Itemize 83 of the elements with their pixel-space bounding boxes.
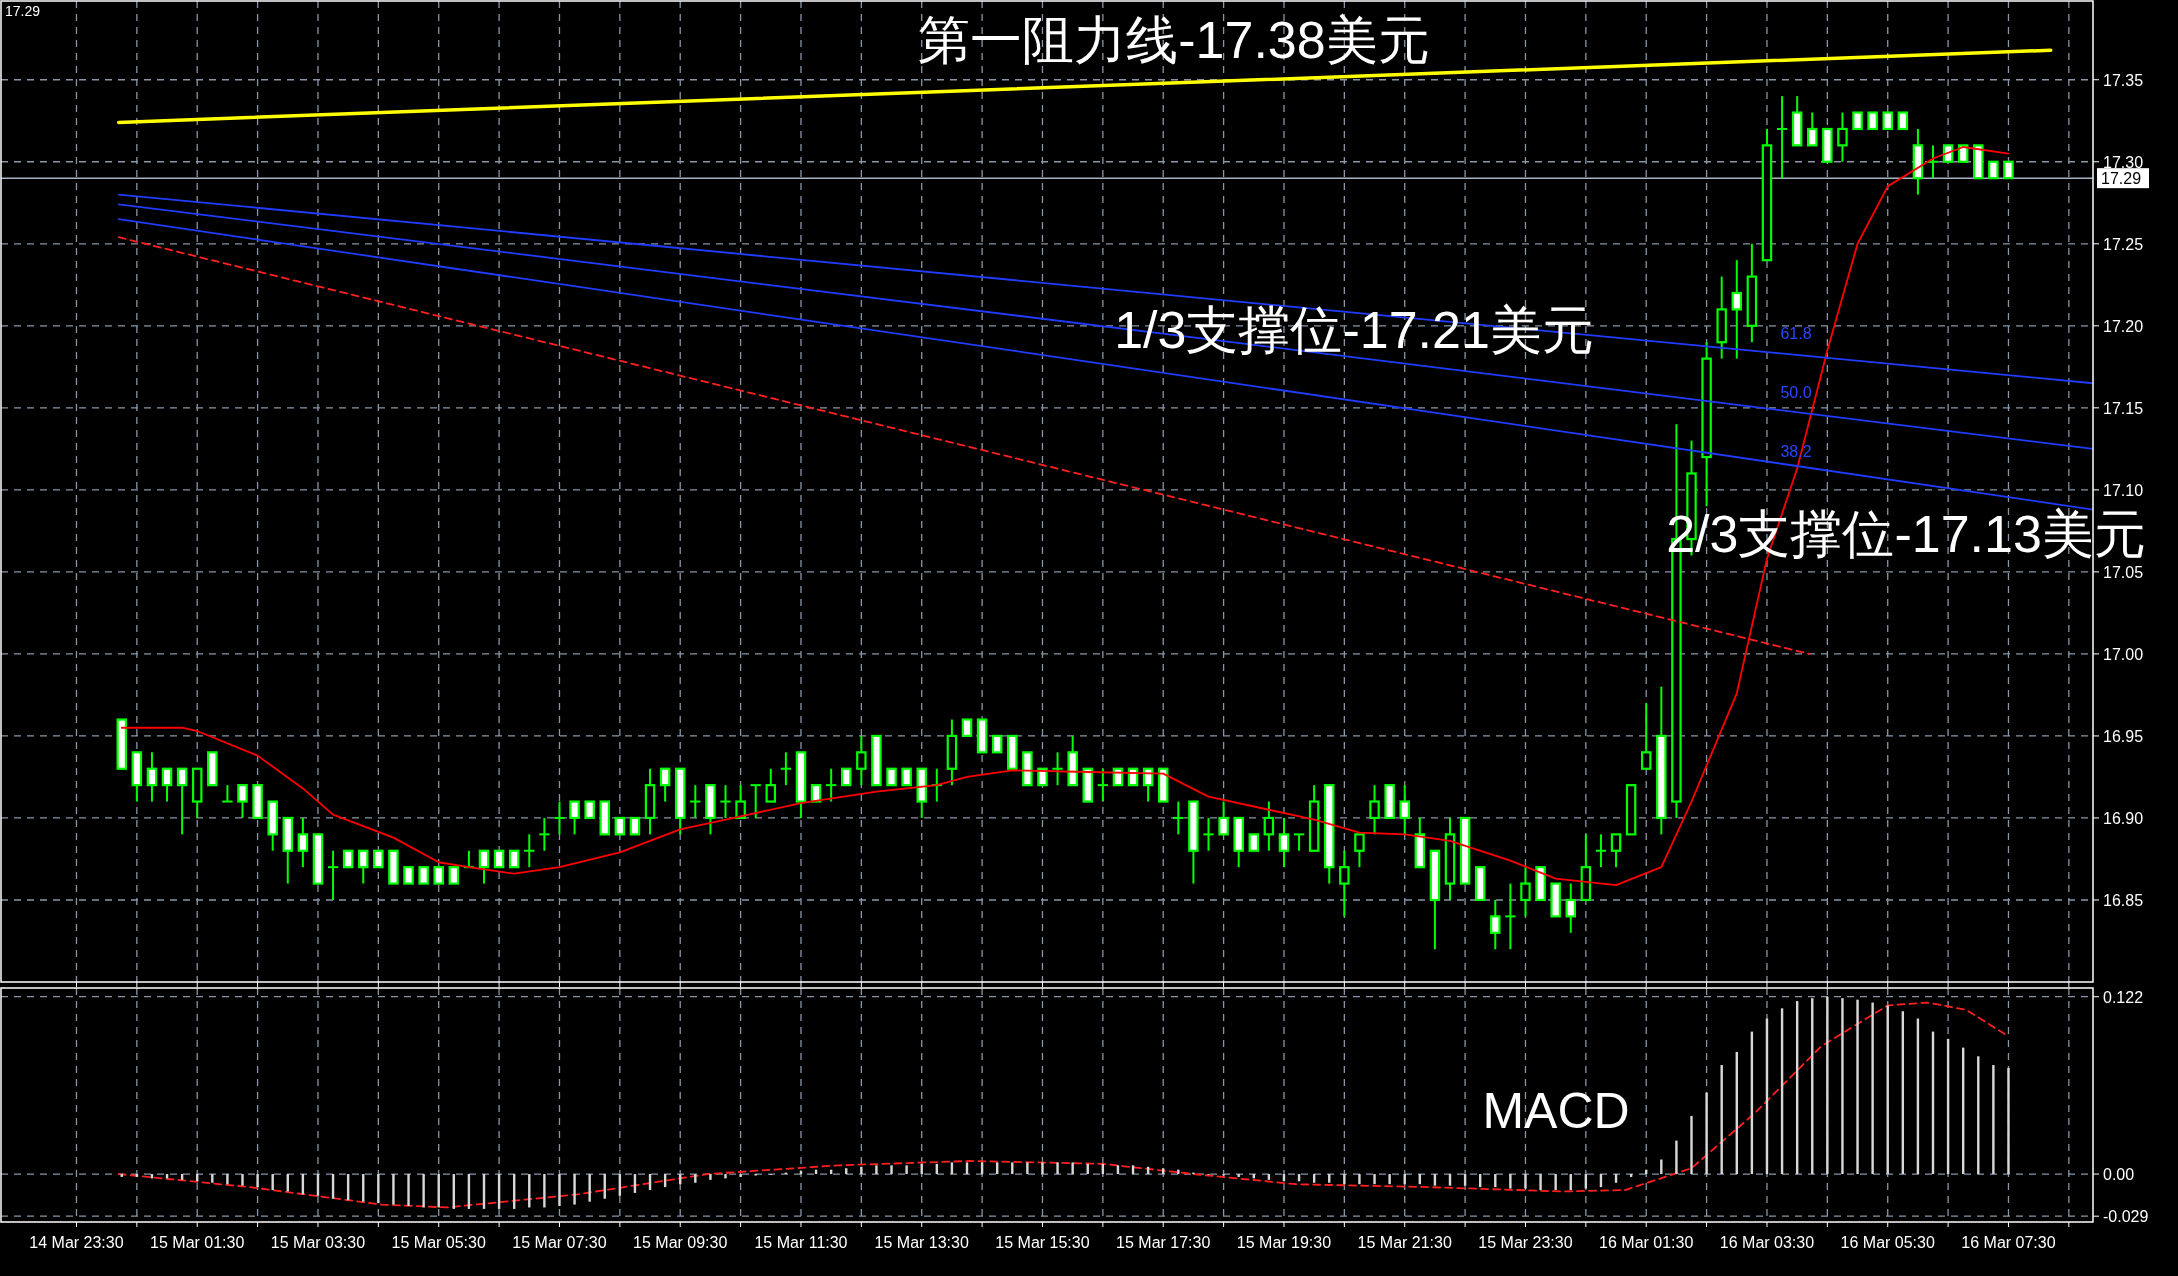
bar	[1041, 1162, 1044, 1175]
bar	[2007, 1067, 2010, 1175]
bar	[1026, 1162, 1029, 1175]
bar	[860, 1166, 863, 1175]
bar	[1343, 1174, 1346, 1185]
y-tick-label: 16.85	[2103, 891, 2144, 909]
annotation: MACD	[1482, 1083, 1630, 1139]
y-tick-label: 17.35	[2103, 71, 2144, 89]
bar	[1992, 1065, 1995, 1175]
x-tick-label: 15 Mar 05:30	[391, 1234, 486, 1251]
bar	[377, 1174, 380, 1204]
y-tick-label: 16.90	[2103, 809, 2144, 827]
bar	[724, 1174, 727, 1179]
bar	[1826, 996, 1829, 1175]
bar	[1237, 1174, 1240, 1177]
y-tick-label: 17.25	[2103, 235, 2144, 253]
y-tick-label: 17.00	[2103, 645, 2144, 663]
ref-line-label: 17.29	[2101, 170, 2142, 188]
bar	[739, 1174, 742, 1177]
bar	[905, 1165, 908, 1175]
bar	[1388, 1174, 1391, 1185]
x-tick-label: 16 Mar 07:30	[1961, 1234, 2056, 1251]
x-tick-label: 15 Mar 15:30	[995, 1234, 1090, 1251]
y-tick-label: 17.10	[2103, 481, 2144, 499]
annotation: 17.29	[5, 3, 41, 19]
annotation: 61.8	[1780, 325, 1812, 342]
x-tick-label: 16 Mar 01:30	[1599, 1234, 1694, 1251]
y-tick-label: 17.20	[2103, 317, 2144, 335]
bar	[573, 1174, 576, 1205]
annotation: 50.0	[1780, 384, 1812, 401]
bar	[256, 1174, 259, 1188]
bar	[1373, 1174, 1376, 1185]
x-tick-label: 14 Mar 23:30	[29, 1234, 124, 1251]
bar	[1539, 1174, 1542, 1191]
bar	[407, 1174, 410, 1207]
bar	[1841, 998, 1844, 1175]
bar	[875, 1165, 878, 1175]
x-tick-label: 15 Mar 17:30	[1116, 1234, 1211, 1251]
bar	[1675, 1140, 1678, 1175]
bar	[588, 1174, 591, 1202]
x-tick-label: 15 Mar 11:30	[754, 1234, 848, 1251]
y-tick-label: 17.15	[2103, 399, 2144, 417]
bar	[1509, 1174, 1512, 1189]
x-tick-label: 15 Mar 01:30	[150, 1234, 245, 1251]
bar	[211, 1174, 214, 1183]
y-tick-label: -0.029	[2103, 1208, 2149, 1226]
y-tick-label: 16.95	[2103, 727, 2144, 745]
bar	[558, 1174, 561, 1207]
bar	[1690, 1115, 1693, 1175]
bar	[1871, 1002, 1874, 1175]
x-tick-label: 15 Mar 13:30	[874, 1234, 969, 1251]
y-tick-label: 0.122	[2103, 988, 2144, 1006]
annotation: 第一阻力线-17.38美元	[918, 11, 1430, 69]
bar	[226, 1174, 229, 1185]
x-tick-label: 15 Mar 23:30	[1478, 1234, 1573, 1251]
bar	[1524, 1174, 1527, 1189]
bar	[1856, 999, 1859, 1175]
bar	[1720, 1065, 1723, 1175]
bar	[694, 1174, 697, 1183]
y-tick-label: 17.30	[2103, 153, 2144, 171]
bar	[543, 1174, 546, 1208]
x-tick-label: 15 Mar 03:30	[270, 1234, 366, 1251]
bar	[1358, 1174, 1361, 1185]
bar	[709, 1174, 712, 1180]
bar	[422, 1174, 425, 1208]
y-tick-label: 0.00	[2103, 1166, 2135, 1184]
bar	[1071, 1162, 1074, 1175]
bar	[1554, 1174, 1557, 1191]
bar	[890, 1165, 893, 1175]
x-tick-label: 16 Mar 05:30	[1840, 1234, 1935, 1251]
y-tick-label: 17.05	[2103, 563, 2144, 581]
bar	[1705, 1092, 1708, 1175]
x-tick-label: 15 Mar 21:30	[1357, 1234, 1452, 1251]
bar	[241, 1174, 244, 1186]
bar	[392, 1174, 395, 1205]
x-tick-label: 15 Mar 09:30	[633, 1234, 728, 1251]
x-tick-label: 16 Mar 03:30	[1719, 1234, 1815, 1251]
bar	[1177, 1169, 1180, 1175]
bar	[1660, 1159, 1663, 1175]
x-tick-label: 15 Mar 07:30	[512, 1234, 607, 1251]
x-tick-label: 15 Mar 19:30	[1236, 1234, 1332, 1251]
bar	[271, 1174, 274, 1191]
bar	[1056, 1162, 1059, 1175]
